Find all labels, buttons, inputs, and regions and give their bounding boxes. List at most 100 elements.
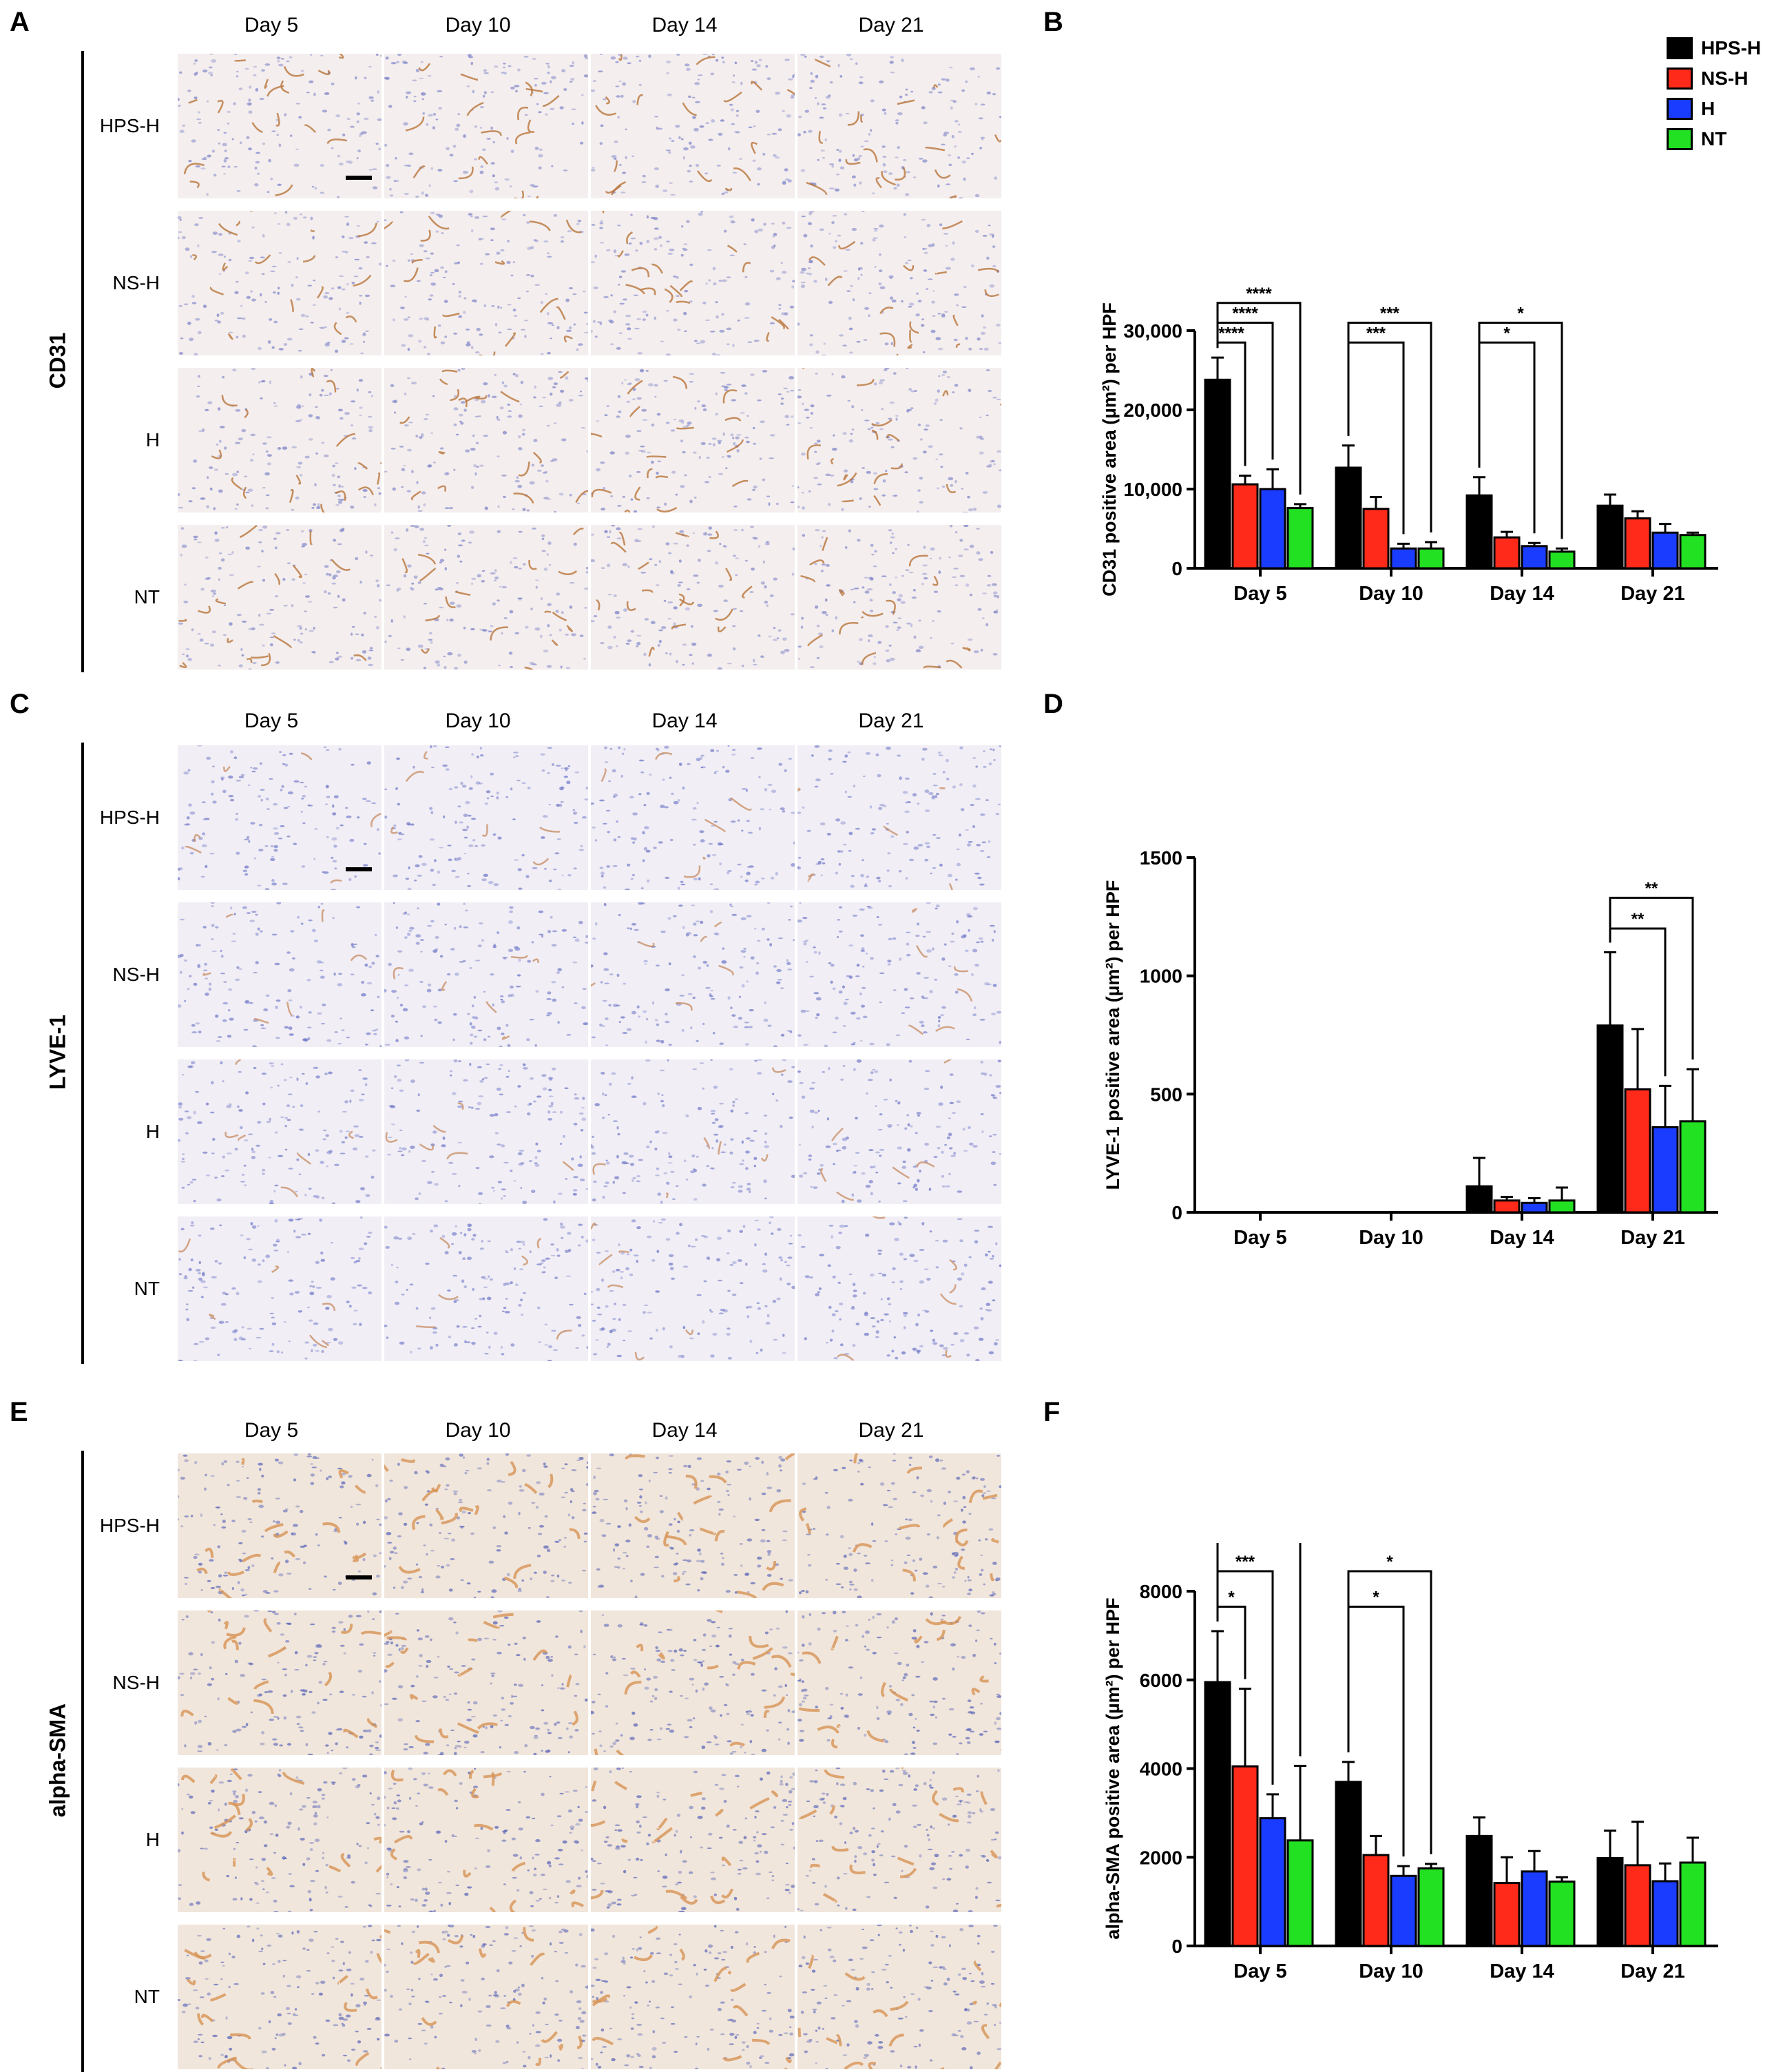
significance-label: ** [1631, 910, 1645, 929]
tissue-texture [591, 54, 795, 196]
micrograph-tile [797, 1216, 1001, 1361]
tissue-texture [384, 1610, 588, 1755]
tissue-texture [178, 745, 382, 890]
tissue-texture [178, 1059, 376, 1204]
significance-label: **** [1232, 304, 1258, 323]
lyve1-bar-chart: 0 500 1000 1500 LYVE-1 positive area (µm²) p… [1103, 847, 1718, 1249]
row-label: H [145, 1121, 160, 1142]
micrograph-tile [797, 1059, 1001, 1204]
column-header: Day 14 [651, 14, 718, 37]
column-header: Day 10 [445, 709, 511, 732]
tissue-texture [178, 525, 382, 670]
tissue-texture [591, 1059, 795, 1204]
tissue-texture [797, 902, 1001, 1047]
micrograph-tile [178, 1216, 382, 1361]
column-header: Day 21 [858, 1419, 924, 1442]
bar [1390, 547, 1417, 570]
x-tick-label: Day 5 [1233, 1960, 1286, 1982]
micrograph-tile [591, 211, 795, 355]
tissue-texture [178, 54, 382, 198]
bar [1548, 1881, 1576, 1947]
row-label: HPS-H [99, 115, 160, 136]
bar [1417, 1867, 1445, 1947]
legend-swatch-hps-h [1667, 37, 1693, 59]
significance-label: * [1517, 304, 1524, 323]
bar [1362, 1854, 1390, 1947]
legend-item: NS-H [1667, 63, 1761, 94]
micrograph-tile [178, 525, 382, 670]
tissue-texture [591, 745, 795, 890]
tissue-texture [384, 1453, 588, 1598]
x-tick-label: Day 21 [1620, 1227, 1685, 1249]
tissue-texture [797, 1610, 1001, 1755]
legend-item: H [1667, 94, 1761, 124]
x-tick-label: Day 10 [1359, 1960, 1423, 1982]
tissue-texture [591, 211, 795, 355]
tissue-texture [799, 1453, 1001, 1598]
significance-label: * [1503, 324, 1510, 342]
tissue-texture [797, 745, 1001, 890]
micrograph-tile [797, 368, 1001, 512]
y-tick-label: 1000 [1140, 966, 1182, 987]
micrograph-tile [797, 1768, 1001, 1912]
tissue-texture [591, 369, 795, 512]
tissue-texture [591, 1925, 795, 2069]
y-tick-label: 1500 [1140, 847, 1182, 869]
bar [1651, 531, 1679, 570]
bar [1465, 1185, 1493, 1214]
significance-label: * [1373, 1588, 1379, 1607]
micrograph-tile [384, 902, 588, 1047]
row-group-bar [81, 743, 84, 1364]
tissue-texture [384, 211, 588, 355]
tissue-texture [591, 1216, 795, 1361]
tissue-texture [178, 1925, 382, 2069]
x-tick-label: Day 14 [1490, 1227, 1554, 1249]
significance-label: *** [1366, 324, 1386, 342]
micrograph-tile [384, 1059, 588, 1204]
tissue-texture [178, 1768, 382, 1912]
bar [1286, 1839, 1314, 1947]
legend-label: HPS-H [1701, 37, 1762, 59]
tissue-texture [384, 1768, 588, 1912]
bar [1231, 1765, 1259, 1947]
significance-bracket [1609, 896, 1694, 1060]
y-tick-label: 4000 [1140, 1759, 1182, 1780]
stain-label: LYVE-1 [45, 1014, 70, 1090]
panel-label-e: E [10, 1397, 28, 1427]
y-tick-label: 20,000 [1123, 400, 1182, 421]
bar [1521, 1201, 1548, 1214]
micrograph-tile [384, 1925, 588, 2069]
column-header: Day 21 [858, 709, 924, 732]
bar [1493, 536, 1521, 570]
column-header: Day 5 [244, 14, 299, 37]
micrograph-tile [384, 1453, 588, 1598]
micrograph-tile [384, 54, 588, 198]
significance-label: **** [1218, 324, 1244, 342]
row-label: HPS-H [99, 1515, 160, 1536]
tissue-texture [797, 1059, 1001, 1203]
row-group-bar [81, 51, 84, 672]
bar [1548, 1199, 1576, 1214]
bar [1624, 1088, 1651, 1214]
significance-label: * [1386, 1553, 1393, 1571]
y-axis-label: alpha-SMA positive area (µm²) per HPF [1103, 1597, 1123, 1939]
micrograph-tile [178, 1059, 382, 1204]
micrograph-tile [797, 54, 1001, 198]
bar [1259, 1817, 1286, 1947]
y-tick-label: 500 [1150, 1084, 1182, 1105]
column-header: Day 21 [858, 14, 924, 37]
micrograph-tile [797, 1453, 1001, 1598]
bar [1362, 508, 1390, 570]
row-label: NT [134, 586, 160, 608]
legend-label: NT [1701, 128, 1727, 149]
y-tick-label: 0 [1171, 1202, 1182, 1223]
y-tick-label: 8000 [1140, 1581, 1182, 1602]
micrograph-tile [797, 745, 1001, 890]
tissue-texture [797, 525, 999, 669]
tissue-texture [384, 745, 588, 890]
tissue-texture [384, 368, 588, 512]
bar [1521, 1870, 1548, 1947]
panel-label-b: B [1043, 7, 1063, 37]
micrograph-tile [591, 525, 795, 670]
